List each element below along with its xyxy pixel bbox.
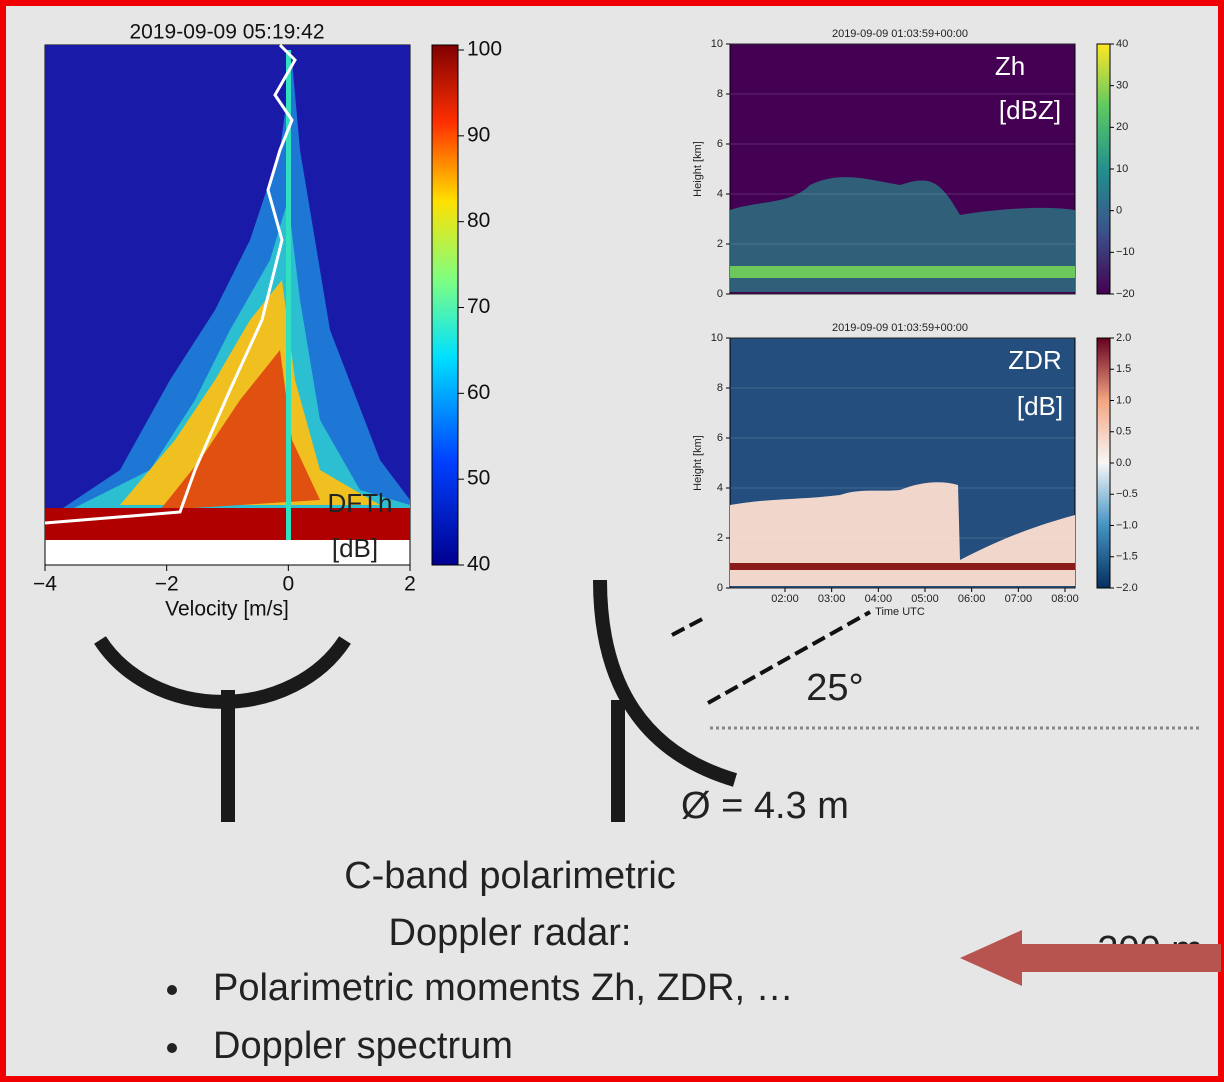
colorbar-tick-label: 40 xyxy=(467,553,490,576)
y-tick-label: 10 xyxy=(711,38,723,50)
zdr-plot xyxy=(729,337,1111,589)
colorbar-tick-label: −1.0 xyxy=(1116,519,1138,531)
colorbar-tick-label: −0.5 xyxy=(1116,488,1138,500)
colorbar-tick-label: 30 xyxy=(1116,80,1128,92)
y-tick-label: 8 xyxy=(717,382,723,394)
x-tick-label: 04:00 xyxy=(865,593,893,605)
y-tick-label: 4 xyxy=(717,188,723,200)
radar-drawing xyxy=(94,579,737,822)
x-tick-label: −2 xyxy=(155,573,179,596)
y-tick-label: 10 xyxy=(711,332,723,344)
colorbar-tick-label: 10 xyxy=(1116,163,1128,175)
colorbar-tick-label: 60 xyxy=(467,381,490,404)
y-tick-label: 0 xyxy=(717,288,723,300)
colorbar-tick-label: 0.5 xyxy=(1116,426,1131,438)
x-tick-label: 06:00 xyxy=(958,593,986,605)
y-tick-label: 0 xyxy=(717,582,723,594)
heading-line: C-band polarimetric xyxy=(344,855,676,897)
y-tick-label: 2 xyxy=(717,238,723,250)
colorbar-tick-label: 1.0 xyxy=(1116,394,1131,406)
colorbar-tick-label: 0 xyxy=(1116,205,1122,217)
zdr-unit: [dB] xyxy=(1017,391,1063,421)
elevation-angle: 25° xyxy=(806,667,863,709)
x-tick-label: 05:00 xyxy=(911,593,939,605)
zh-label: Zh xyxy=(995,51,1025,81)
bullet-text: Polarimetric moments Zh, ZDR, … xyxy=(213,967,794,1009)
bullet-text: Doppler spectrum xyxy=(213,1025,513,1067)
x-tick-label: 0 xyxy=(282,573,294,596)
spectrum-label: DFTh xyxy=(328,488,393,518)
x-tick-label: −4 xyxy=(33,573,57,596)
zh-title: 2019-09-09 01:03:59+00:00 xyxy=(832,28,968,40)
colorbar-tick-label: 0.0 xyxy=(1116,457,1131,469)
colorbar-tick-label: −1.5 xyxy=(1116,551,1138,563)
zdr-label: ZDR xyxy=(1008,345,1061,375)
spectrum-x-label: Velocity [m/s] xyxy=(165,598,289,621)
bullet xyxy=(167,985,177,995)
zdr-y-label: Height [km] xyxy=(692,435,704,491)
y-tick-label: 4 xyxy=(717,482,723,494)
distance-arrow xyxy=(960,930,1221,986)
colorbar-tick-label: 20 xyxy=(1116,121,1128,133)
zdr-x-label: Time UTC xyxy=(875,606,925,618)
colorbar-tick-label: 70 xyxy=(467,295,490,318)
zh-y-label: Height [km] xyxy=(692,141,704,197)
colorbar-tick-label: 2.0 xyxy=(1116,332,1131,344)
zh-unit: [dBZ] xyxy=(999,95,1061,125)
colorbar-tick-label: 1.5 xyxy=(1116,363,1131,375)
x-tick-label: 03:00 xyxy=(818,593,846,605)
colorbar-tick-label: 50 xyxy=(467,467,490,490)
spectrum-unit: [dB] xyxy=(332,533,378,563)
y-tick-label: 2 xyxy=(717,532,723,544)
colorbar-tick-label: 90 xyxy=(467,123,490,146)
spectrum-plot xyxy=(44,43,459,566)
x-tick-label: 02:00 xyxy=(771,593,799,605)
x-tick-label: 08:00 xyxy=(1051,593,1079,605)
zh-plot xyxy=(729,43,1111,295)
dish-diameter: Ø = 4.3 m xyxy=(681,785,849,827)
bullet xyxy=(167,1043,177,1053)
colorbar-tick-label: −2.0 xyxy=(1116,582,1138,594)
spectrum-title: 2019-09-09 05:19:42 xyxy=(130,21,325,44)
colorbar-tick-label: 80 xyxy=(467,209,490,232)
zdr-title: 2019-09-09 01:03:59+00:00 xyxy=(832,322,968,334)
beam-line xyxy=(671,610,871,705)
y-tick-label: 8 xyxy=(717,88,723,100)
y-tick-label: 6 xyxy=(717,432,723,444)
heading-line: Doppler radar: xyxy=(389,912,632,954)
y-tick-label: 6 xyxy=(717,138,723,150)
x-tick-label: 2 xyxy=(404,573,416,596)
x-tick-label: 07:00 xyxy=(1005,593,1033,605)
colorbar-tick-label: −10 xyxy=(1116,246,1135,258)
colorbar-tick-label: 100 xyxy=(467,38,502,61)
colorbar-tick-label: 40 xyxy=(1116,38,1128,50)
colorbar-tick-label: −20 xyxy=(1116,288,1135,300)
